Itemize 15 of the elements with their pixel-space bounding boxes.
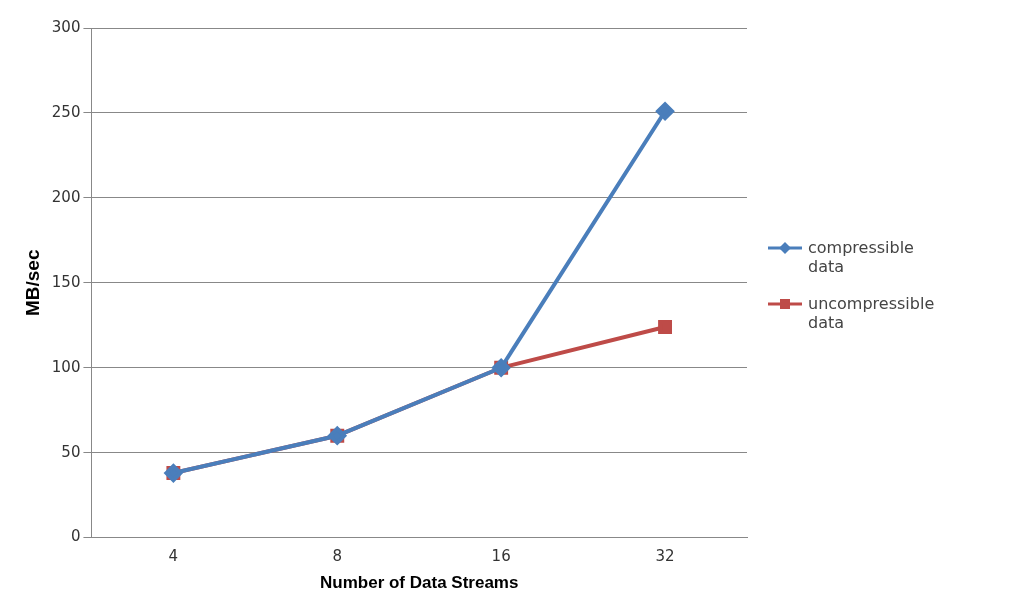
legend-label: uncompressible data — [808, 294, 936, 332]
y-tick-label: 0 — [70, 527, 81, 546]
x-tick-label: 8 — [332, 547, 343, 566]
y-tick-label: 150 — [51, 272, 81, 291]
x-tick-label: 16 — [491, 547, 511, 566]
y-tick-label: 200 — [51, 187, 81, 206]
y-tick-label: 100 — [51, 357, 81, 376]
x-tick-label: 4 — [168, 547, 179, 566]
y-axis-title: MB/sec — [21, 249, 43, 317]
y-tick-label: 250 — [51, 102, 81, 121]
x-tick-label: 32 — [655, 547, 675, 566]
y-tick-label: 50 — [61, 442, 81, 461]
y-tick-label: 300 — [51, 17, 81, 36]
legend-label: compressible data — [808, 238, 915, 276]
x-axis-title: Number of Data Streams — [320, 573, 519, 593]
